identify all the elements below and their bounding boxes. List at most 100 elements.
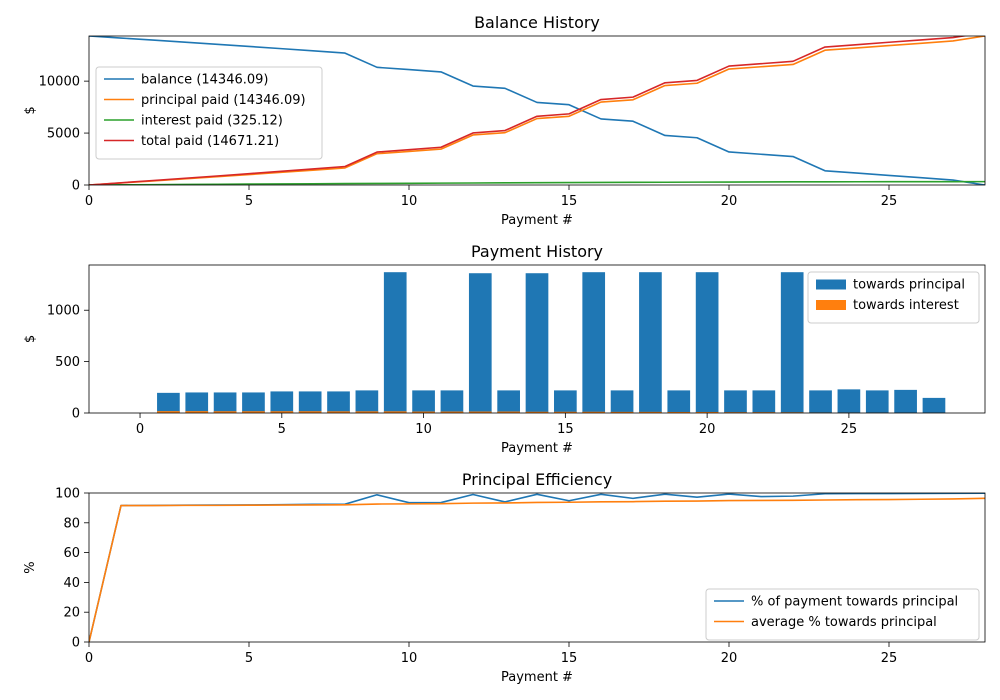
legend-item: interest paid (325.12) bbox=[104, 114, 283, 129]
series-4 bbox=[89, 36, 969, 185]
legend-box bbox=[705, 588, 980, 641]
y-tick-label: 0 bbox=[72, 636, 80, 651]
plot-data bbox=[89, 493, 985, 642]
series-line bbox=[89, 36, 985, 185]
bar bbox=[610, 411, 634, 413]
series-line bbox=[89, 36, 985, 185]
series-line bbox=[89, 497, 985, 642]
x-axis-label: Payment # bbox=[501, 213, 573, 228]
bar bbox=[837, 389, 861, 413]
y-axis-label: % bbox=[23, 561, 38, 573]
legend-label: towards principal bbox=[853, 278, 965, 293]
y-tick-label: 5000 bbox=[47, 127, 80, 142]
bar bbox=[582, 272, 606, 413]
x-tick-label: 15 bbox=[561, 194, 578, 209]
legend-item: % of payment towards principal bbox=[714, 595, 958, 610]
legend-item: total paid (14671.21) bbox=[104, 134, 279, 149]
y-tick-label: 80 bbox=[63, 516, 80, 531]
x-tick-label: 20 bbox=[721, 194, 738, 209]
bar bbox=[383, 411, 407, 413]
legend-label: average % towards principal bbox=[751, 615, 937, 630]
bar bbox=[298, 411, 322, 413]
legend-item: towards interest bbox=[816, 298, 959, 313]
chart-3: Principal Efficiency Payment #% 0 5 10 15 20 25… bbox=[23, 470, 986, 685]
series-1 bbox=[89, 36, 985, 185]
legend: towards principal towards interest bbox=[807, 271, 980, 324]
bar bbox=[667, 411, 691, 413]
bar bbox=[270, 411, 294, 413]
bar bbox=[327, 391, 350, 413]
bar bbox=[185, 411, 209, 413]
x-tick-label: 5 bbox=[278, 422, 286, 437]
x-tick-label: 15 bbox=[557, 422, 574, 437]
series-1 bbox=[157, 272, 946, 413]
x-tick-label: 15 bbox=[561, 651, 578, 666]
x-tick-label: 25 bbox=[881, 194, 898, 209]
bar bbox=[327, 411, 350, 413]
bar bbox=[412, 411, 435, 413]
bar bbox=[242, 411, 265, 413]
bar bbox=[440, 411, 464, 413]
plot-frame bbox=[88, 264, 986, 414]
x-tick-label: 25 bbox=[841, 422, 858, 437]
y-axis-label: $ bbox=[23, 106, 38, 114]
bar bbox=[185, 392, 209, 413]
plot-data bbox=[89, 36, 985, 185]
y-tick-label: 10000 bbox=[39, 75, 80, 90]
legend-label: principal paid (14346.09) bbox=[141, 93, 306, 108]
bar bbox=[298, 391, 322, 413]
bar bbox=[440, 390, 464, 413]
bar bbox=[497, 411, 520, 413]
bar bbox=[412, 390, 435, 413]
legend: % of payment towards principal average % … bbox=[705, 588, 980, 641]
y-tick-label: 0 bbox=[72, 407, 80, 422]
bar bbox=[695, 411, 719, 413]
bar bbox=[554, 411, 577, 413]
bar bbox=[922, 397, 946, 413]
bar bbox=[582, 411, 606, 413]
plot-frame bbox=[88, 492, 986, 643]
legend-label: interest paid (325.12) bbox=[141, 114, 283, 129]
y-tick-label: 0 bbox=[72, 179, 80, 194]
x-tick-label: 25 bbox=[881, 651, 898, 666]
legend-label: balance (14346.09) bbox=[141, 73, 269, 88]
y-ticks: 0 5000 10000 bbox=[39, 75, 89, 194]
x-tick-label: 0 bbox=[136, 422, 144, 437]
legend-label: towards interest bbox=[853, 298, 959, 313]
chart-title: Payment History bbox=[471, 242, 603, 261]
y-tick-label: 100 bbox=[55, 487, 80, 502]
bar bbox=[724, 390, 747, 413]
x-tick-label: 5 bbox=[245, 651, 253, 666]
y-ticks: 0 20 40 60 80 100 bbox=[55, 487, 89, 651]
legend-item: principal paid (14346.09) bbox=[104, 93, 306, 108]
legend-label: % of payment towards principal bbox=[751, 595, 958, 610]
bar bbox=[554, 390, 577, 413]
legend-item: towards principal bbox=[816, 278, 965, 293]
bar bbox=[639, 411, 662, 413]
y-ticks: 0 500 1000 bbox=[47, 304, 89, 422]
y-tick-label: 40 bbox=[63, 576, 80, 591]
bar bbox=[468, 273, 492, 413]
chart-1: Balance History Payment # $0 5 10 15 20 25 0 5000… bbox=[23, 13, 986, 228]
legend-box bbox=[807, 271, 980, 324]
bar bbox=[865, 390, 889, 413]
x-axis-label: Payment # bbox=[501, 441, 573, 456]
y-tick-label: 60 bbox=[63, 546, 80, 561]
bar bbox=[809, 390, 832, 413]
bar bbox=[242, 392, 265, 413]
bar bbox=[525, 273, 549, 413]
series-2 bbox=[89, 36, 985, 185]
bar bbox=[752, 390, 776, 413]
bar bbox=[780, 272, 804, 413]
bar bbox=[383, 272, 407, 413]
bar bbox=[157, 392, 180, 413]
bar bbox=[667, 390, 691, 413]
bar bbox=[639, 272, 662, 413]
y-tick-label: 20 bbox=[63, 606, 80, 621]
plot-frame bbox=[88, 35, 986, 186]
x-tick-label: 10 bbox=[415, 422, 432, 437]
bar bbox=[525, 411, 549, 413]
series-line bbox=[89, 180, 985, 185]
legend-box bbox=[95, 66, 323, 160]
